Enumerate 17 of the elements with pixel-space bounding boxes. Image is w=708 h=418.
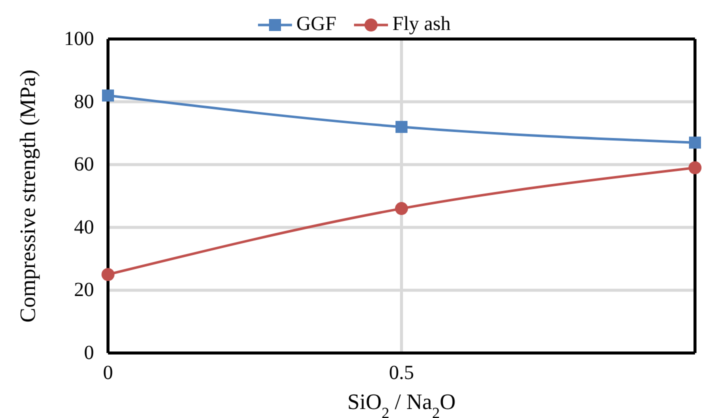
legend-label: Fly ash: [391, 13, 451, 36]
point: [396, 120, 408, 133]
point: [688, 161, 702, 174]
point: [395, 202, 408, 216]
point: [102, 268, 114, 281]
y-axis-title: Compressive strength (MPa): [14, 70, 40, 322]
x-axis-title: SiO$_{2}$ / Na$_{2}$O: [347, 389, 456, 418]
y-tick-label: 40: [74, 216, 94, 238]
legend-label: GGF: [295, 13, 336, 36]
point: [102, 90, 114, 102]
point: [689, 136, 701, 149]
y-tick-label: 60: [74, 154, 94, 176]
y-tick-label: 100: [64, 28, 94, 50]
y-tick-label: 20: [74, 279, 94, 302]
x-tick-label: 0.5: [389, 362, 414, 384]
y-tick-label: 0: [84, 342, 94, 364]
y-tick-label: 80: [74, 90, 94, 113]
